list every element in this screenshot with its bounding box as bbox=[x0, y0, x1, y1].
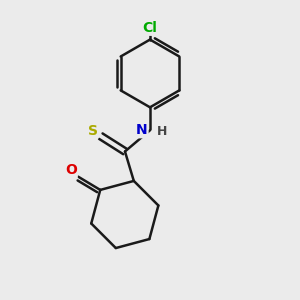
Text: H: H bbox=[157, 125, 168, 138]
Text: Cl: Cl bbox=[142, 21, 158, 35]
Text: O: O bbox=[65, 163, 77, 177]
Text: S: S bbox=[88, 124, 98, 138]
Text: N: N bbox=[136, 123, 148, 137]
